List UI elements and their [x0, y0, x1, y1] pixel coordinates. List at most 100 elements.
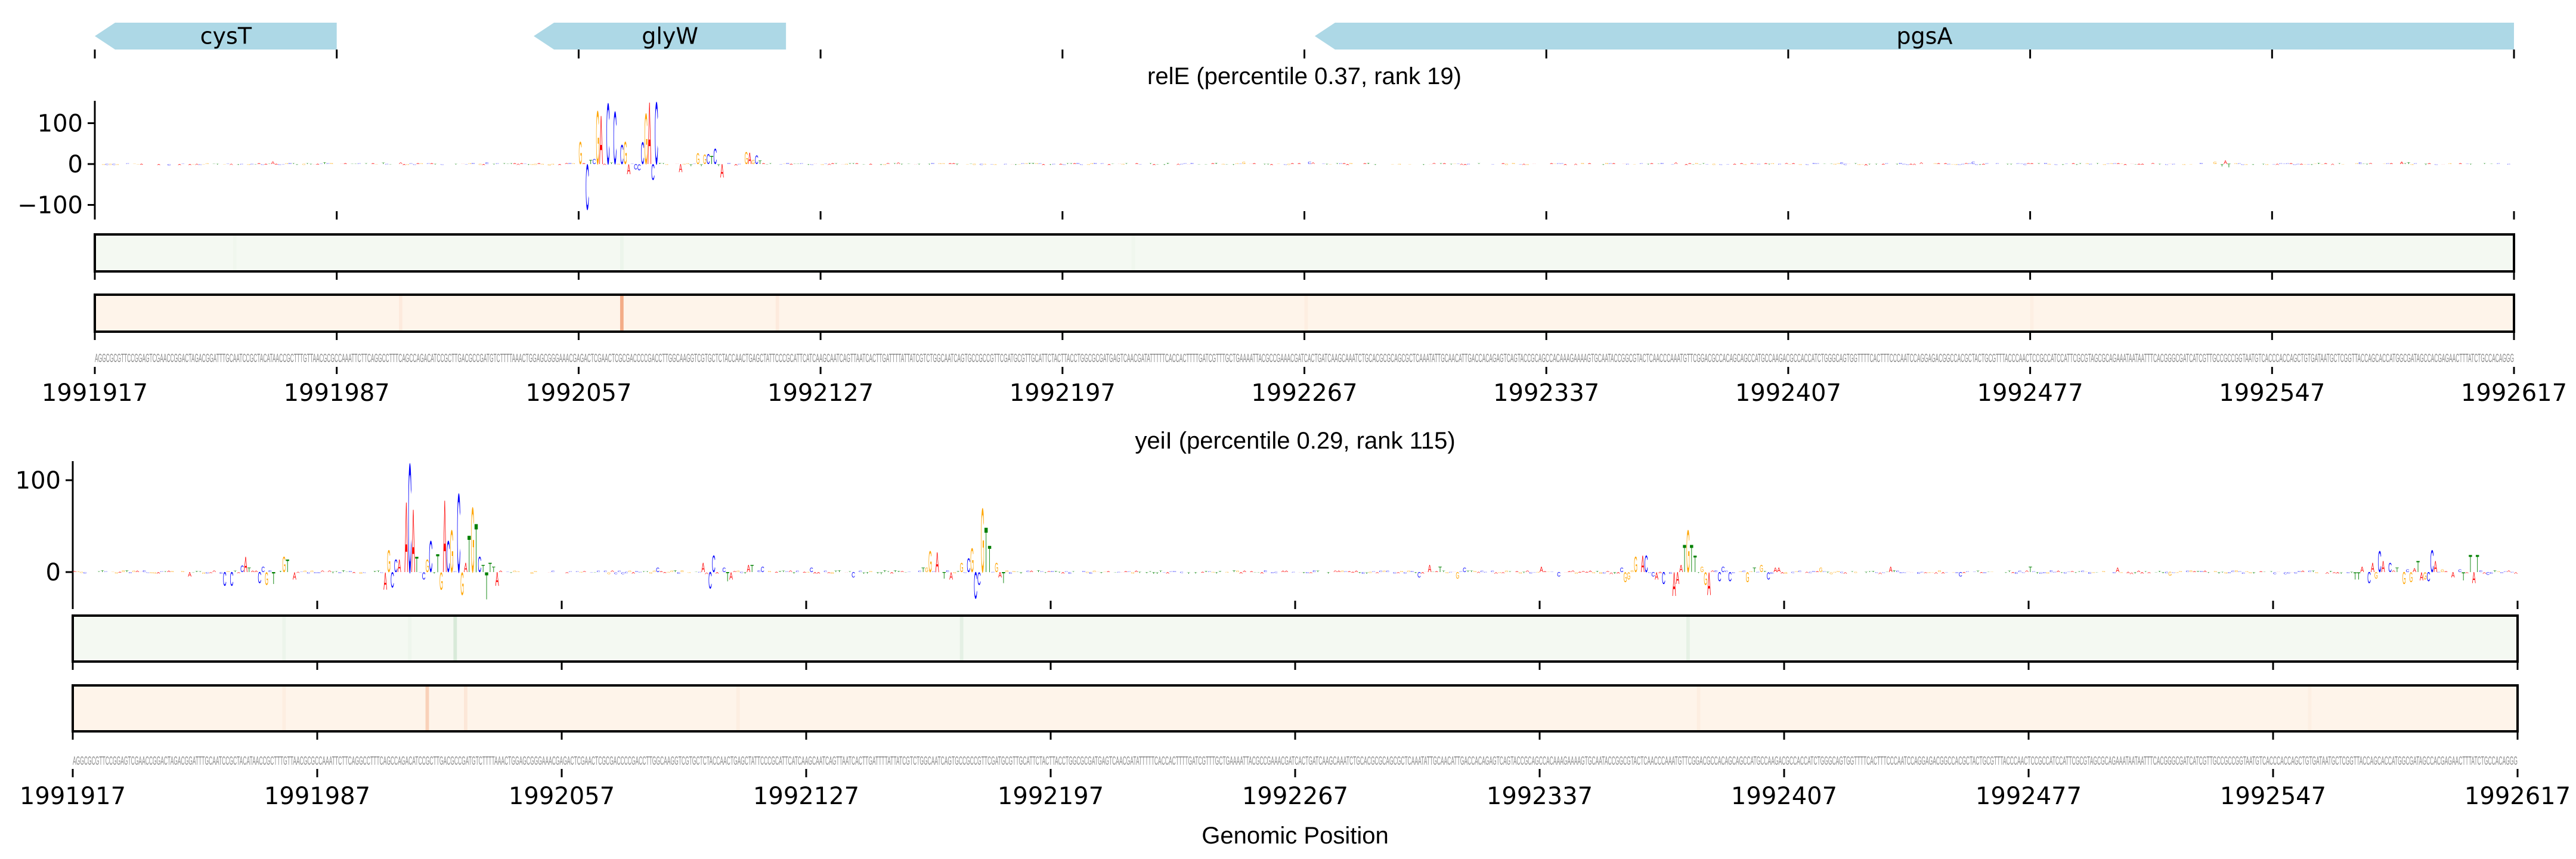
- logo-letter-peak: T: [382, 162, 386, 165]
- logo-letter-minor: C: [639, 572, 642, 573]
- logo-letter-minor: T: [237, 164, 241, 165]
- logo-letter-minor: T: [646, 571, 650, 573]
- logo-letter-minor: C: [314, 572, 318, 574]
- logo-letter-minor: T: [195, 571, 199, 572]
- logo-letter-minor: C: [126, 163, 129, 165]
- logo-letter-minor: C: [199, 164, 203, 165]
- logo-letter-minor: A: [1243, 571, 1247, 573]
- logo-letter-minor: C: [2186, 570, 2190, 573]
- logo-letter-minor: G: [806, 572, 810, 573]
- logo-letter-minor: A: [1650, 163, 1654, 164]
- orange-heatmap-track: [94, 293, 2515, 340]
- logo-letter-minor: C: [1896, 570, 1900, 573]
- logo-letter-peak: C: [1645, 551, 1648, 577]
- logo-letter-peak: G: [2402, 569, 2406, 588]
- logo-letter-peak: T: [247, 567, 252, 574]
- logo-letter-minor: T: [125, 570, 129, 573]
- logo-letter-peak: T: [2357, 570, 2361, 582]
- logo-letter-minor: T: [1439, 163, 1443, 164]
- logo-letter-minor: T: [1015, 571, 1019, 572]
- logo-letter-minor: C: [575, 571, 579, 572]
- logo-letter-minor: T: [1470, 570, 1474, 573]
- logo-letter-minor: C: [317, 572, 321, 574]
- logo-letter-peak: T: [2029, 566, 2032, 574]
- logo-letter-minor: G: [1035, 163, 1038, 165]
- y-tick-label: 0: [46, 559, 61, 586]
- logo-letter-minor: A: [1047, 571, 1051, 573]
- logo-letter-peak: T: [415, 552, 419, 577]
- logo-letter-peak: A: [1655, 570, 1658, 582]
- logo-letter-minor: C: [1882, 572, 1886, 573]
- logo-letter-minor: A: [1612, 163, 1616, 164]
- logo-letter-peak: G: [450, 518, 454, 586]
- logo-letter-minor: T: [778, 571, 782, 573]
- logo-letter-peak: T: [726, 570, 729, 585]
- logo-letter-minor: C: [991, 572, 995, 573]
- logo-letter-minor: C: [1094, 163, 1098, 164]
- logo-letter-peak: C: [634, 163, 637, 171]
- logo-letter-minor: A: [1118, 163, 1122, 164]
- logo-letter-minor: C: [465, 164, 468, 165]
- panel-title: relE (percentile 0.37, rank 19): [1147, 63, 1462, 89]
- logo-letter-minor: C: [419, 572, 422, 573]
- logo-letter-minor: C: [357, 163, 361, 165]
- logo-letter-minor: G: [1519, 572, 1522, 574]
- logo-letter-peak: C: [2479, 570, 2483, 573]
- logo-letter-peak: A: [496, 568, 499, 591]
- logo-letter-minor: C: [1009, 572, 1013, 575]
- logo-letter-minor: A: [73, 571, 77, 573]
- logo-letter-minor: G: [1349, 163, 1353, 165]
- logo-letter-minor: C: [226, 163, 230, 164]
- logo-letter-minor: T: [880, 571, 883, 575]
- logo-letter-peak: T: [436, 548, 439, 578]
- logo-letter-minor: G: [1854, 572, 1857, 574]
- logo-letter-minor: G: [1211, 572, 1215, 573]
- logo-letter-minor: G: [665, 164, 668, 165]
- logo-letter-minor: G: [541, 164, 544, 165]
- logo-letter-minor: C: [1271, 572, 1275, 574]
- logo-letter-minor: A: [1249, 163, 1253, 164]
- logo-letter-minor: G: [1990, 571, 1994, 572]
- logo-letter-minor: A: [2441, 164, 2445, 165]
- logo-letter-minor: C: [2296, 164, 2300, 165]
- logo-letter-minor: A: [1351, 572, 1355, 573]
- logo-letter-minor: C: [2200, 163, 2204, 164]
- orange-heatmap-track: [72, 684, 2519, 740]
- logo-letter-minor: G: [551, 164, 555, 165]
- logo-letter-minor: G: [1121, 164, 1125, 165]
- logo-letter-minor: A: [2336, 572, 2340, 574]
- logo-letter-minor: C: [1082, 571, 1086, 573]
- logo-letter-minor: C: [1064, 571, 1069, 573]
- logo-letter-minor: T: [1215, 572, 1219, 574]
- logo-letter-peak: A: [1676, 570, 1679, 588]
- logo-letter-minor: C: [2414, 163, 2417, 165]
- logo-letter-minor: C: [1705, 164, 1709, 165]
- logo-letter-minor: G: [1605, 163, 1609, 164]
- logo-letter-minor: A: [949, 163, 953, 165]
- logo-letter-minor: C: [1026, 570, 1030, 573]
- logo-letter-minor: G: [534, 571, 537, 572]
- logo-letter-minor: C: [946, 570, 949, 573]
- logo-letter-minor: T: [163, 571, 168, 572]
- logo-letter-peak: G: [981, 490, 984, 592]
- logo-letter-minor: C: [1068, 572, 1072, 575]
- logo-letter-peak: C: [1417, 571, 1421, 579]
- logo-letter-peak: A: [1679, 563, 1683, 574]
- logo-letter-minor: T: [893, 570, 897, 573]
- logo-letter-peak: A: [188, 571, 191, 579]
- logo-letter-minor: A: [1688, 163, 1692, 165]
- x-tick-label: 1992057: [525, 379, 631, 407]
- logo-letter-minor: A: [548, 572, 552, 573]
- logo-letter-minor: T: [493, 164, 496, 165]
- logo-letter-peak: G: [1760, 563, 1763, 574]
- logo-letter-peak: G: [596, 96, 599, 181]
- logo-letter-minor: A: [900, 571, 905, 573]
- logo-letter-minor: G: [1581, 163, 1584, 164]
- logo-letter-minor: T: [1854, 163, 1857, 165]
- logo-letter-minor: T: [331, 572, 335, 574]
- logo-letter-minor: C: [1052, 164, 1055, 165]
- logo-letter-minor: C: [2466, 163, 2469, 164]
- logo-letter-minor: A: [251, 570, 255, 573]
- logo-letter-minor: A: [611, 570, 614, 573]
- logo-letter-peak: C: [593, 159, 596, 166]
